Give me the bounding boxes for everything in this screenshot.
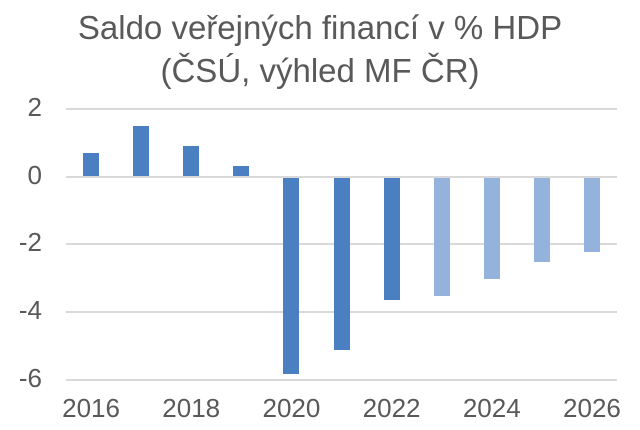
bar-2017: [133, 125, 150, 177]
gridline: [66, 107, 617, 110]
bar-2025: [533, 177, 550, 263]
gridline: [66, 175, 617, 178]
bar-2023: [433, 177, 450, 297]
y-tick-label: 0: [27, 159, 42, 190]
y-tick-label: 2: [27, 91, 42, 122]
bar-2026: [583, 177, 600, 253]
bar-2022: [383, 177, 400, 300]
y-tick-label: -6: [18, 362, 42, 393]
x-tick-label: 2022: [362, 393, 421, 423]
bar-2024: [483, 177, 500, 280]
bar-2019: [233, 166, 250, 177]
bar-2018: [183, 145, 200, 177]
bar-2016: [83, 152, 100, 177]
x-tick-label: 2026: [563, 393, 621, 423]
bar-2020: [283, 177, 300, 375]
y-tick-label: -4: [18, 295, 42, 326]
gridline: [66, 378, 617, 381]
bar-2021: [333, 177, 350, 351]
x-tick-label: 2016: [62, 393, 120, 423]
chart-title-line-1: Saldo veřejných financí v % HDP: [77, 9, 563, 46]
chart-title-line-2: (ČSÚ, výhled MF ČR): [160, 52, 480, 89]
chart-title: Saldo veřejných financí v % HDP (ČSÚ, vý…: [0, 6, 640, 92]
x-tick-label: 2020: [262, 393, 321, 423]
y-tick-label: -2: [18, 227, 42, 258]
x-tick-label: 2018: [162, 393, 221, 423]
x-tick-label: 2024: [462, 393, 521, 423]
